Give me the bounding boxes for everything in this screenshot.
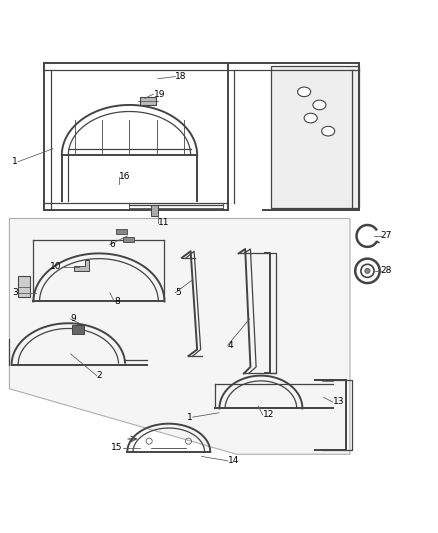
Text: 6: 6: [110, 240, 116, 249]
Text: 12: 12: [263, 410, 274, 419]
Text: 5: 5: [175, 288, 181, 297]
Text: 19: 19: [153, 90, 165, 99]
FancyBboxPatch shape: [123, 237, 134, 243]
Ellipse shape: [313, 100, 326, 110]
FancyBboxPatch shape: [18, 276, 30, 297]
Text: 1: 1: [187, 413, 193, 422]
FancyBboxPatch shape: [151, 205, 158, 216]
Text: 11: 11: [158, 219, 170, 228]
Text: 9: 9: [71, 314, 76, 324]
Polygon shape: [10, 219, 350, 454]
Ellipse shape: [297, 87, 311, 96]
Text: 8: 8: [114, 297, 120, 306]
Text: 3: 3: [12, 288, 18, 297]
Polygon shape: [74, 260, 89, 271]
Text: 27: 27: [381, 231, 392, 240]
Text: 15: 15: [111, 443, 123, 452]
Text: 4: 4: [228, 341, 233, 350]
Text: 13: 13: [332, 397, 344, 406]
FancyBboxPatch shape: [72, 326, 84, 334]
Text: 1: 1: [12, 157, 18, 166]
Text: 2: 2: [97, 371, 102, 380]
Text: 14: 14: [228, 456, 239, 465]
Ellipse shape: [321, 126, 335, 136]
Text: 16: 16: [119, 173, 130, 182]
FancyBboxPatch shape: [117, 229, 127, 234]
Text: 28: 28: [381, 266, 392, 276]
Text: 18: 18: [175, 72, 187, 81]
Text: 10: 10: [50, 262, 62, 271]
Circle shape: [365, 268, 370, 273]
Ellipse shape: [304, 113, 317, 123]
FancyBboxPatch shape: [141, 97, 155, 105]
Polygon shape: [272, 66, 359, 207]
